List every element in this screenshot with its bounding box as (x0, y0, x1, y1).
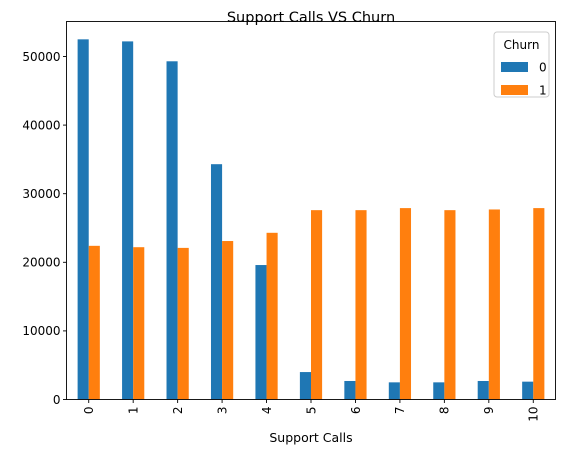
bar-churn-1-calls-4 (266, 232, 278, 400)
bar-churn-0-calls-7 (388, 382, 400, 400)
bar-churn-1-calls-0 (88, 245, 100, 400)
y-tick-label: 20000 (22, 256, 60, 270)
x-tick-label: 1 (126, 407, 140, 415)
bar-churn-1-calls-7 (399, 208, 412, 400)
bar-churn-0-calls-9 (477, 380, 489, 400)
bar-churn-1-calls-5 (311, 210, 323, 400)
bar-churn-0-calls-6 (344, 380, 356, 400)
x-tick-label: 0 (82, 407, 96, 415)
bar-churn-0-calls-5 (299, 372, 311, 400)
chart-title: Support Calls VS Churn (227, 10, 395, 26)
bar-churn-0-calls-2 (166, 61, 178, 400)
legend-label-0: 0 (539, 61, 547, 75)
bar-churn-0-calls-3 (210, 164, 223, 400)
x-tick-label: 9 (482, 407, 496, 415)
legend-swatch-0 (501, 62, 528, 72)
y-axis: 0 10000 20000 30000 40000 50000 (22, 50, 67, 407)
x-tick-label: 8 (438, 407, 452, 415)
bar-churn-1-calls-1 (133, 247, 145, 400)
legend-title: Churn (504, 38, 540, 52)
x-tick-label: 5 (304, 407, 318, 415)
legend-label-1: 1 (539, 84, 547, 98)
bar-churn-0-calls-1 (122, 41, 134, 400)
y-tick-label: 30000 (22, 187, 60, 201)
bar-churn-1-calls-6 (355, 210, 367, 400)
bar-churn-0-calls-4 (255, 265, 267, 400)
bars-group (77, 39, 545, 400)
y-tick-label: 0 (53, 393, 61, 407)
bar-churn-1-calls-9 (488, 209, 500, 400)
legend: Churn 0 1 (493, 31, 550, 98)
bar-churn-1-calls-3 (222, 241, 234, 400)
y-tick-label: 50000 (22, 50, 60, 64)
bar-churn-1-calls-10 (533, 208, 545, 400)
plot-frame (66, 21, 556, 400)
bar-churn-0-calls-0 (77, 39, 89, 400)
x-tick-label: 7 (393, 407, 407, 415)
bar-churn-0-calls-8 (433, 382, 445, 400)
x-tick-label: 10 (527, 407, 541, 422)
x-axis: 0 1 2 3 4 5 6 7 8 9 10 (82, 399, 541, 422)
x-axis-label: Support Calls (269, 430, 352, 445)
x-tick-label: 6 (349, 407, 363, 415)
bar-churn-1-calls-8 (444, 210, 456, 400)
x-tick-label: 2 (171, 407, 185, 415)
x-tick-label: 3 (215, 407, 229, 415)
y-tick-label: 10000 (22, 324, 60, 338)
legend-swatch-1 (501, 85, 528, 95)
x-tick-label: 4 (260, 407, 274, 415)
y-tick-label: 40000 (22, 118, 60, 132)
bar-churn-0-calls-10 (522, 381, 534, 400)
bar-churn-1-calls-2 (177, 247, 189, 400)
